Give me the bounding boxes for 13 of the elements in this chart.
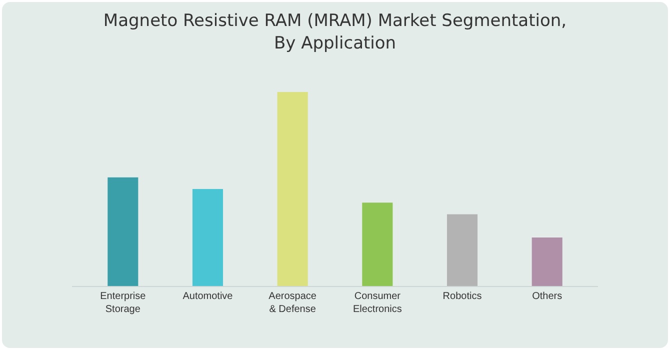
chart-title: Magneto Resistive RAM (MRAM) Market Segmentation, By Application (103, 11, 567, 54)
bar (532, 238, 562, 286)
bar (446, 214, 478, 286)
bar (108, 177, 138, 286)
bar (277, 92, 308, 286)
x-tick-label: Enterprise Storage (100, 291, 146, 315)
bar (192, 189, 224, 286)
x-tick-label: Automotive (182, 291, 234, 302)
x-tick-label: Others (532, 291, 562, 302)
x-tick-label: Consumer Electronics (352, 291, 402, 315)
bar (362, 202, 393, 286)
x-tick-label: Robotics (442, 291, 482, 302)
x-tick-label: Aerospace & Defense (268, 291, 317, 315)
